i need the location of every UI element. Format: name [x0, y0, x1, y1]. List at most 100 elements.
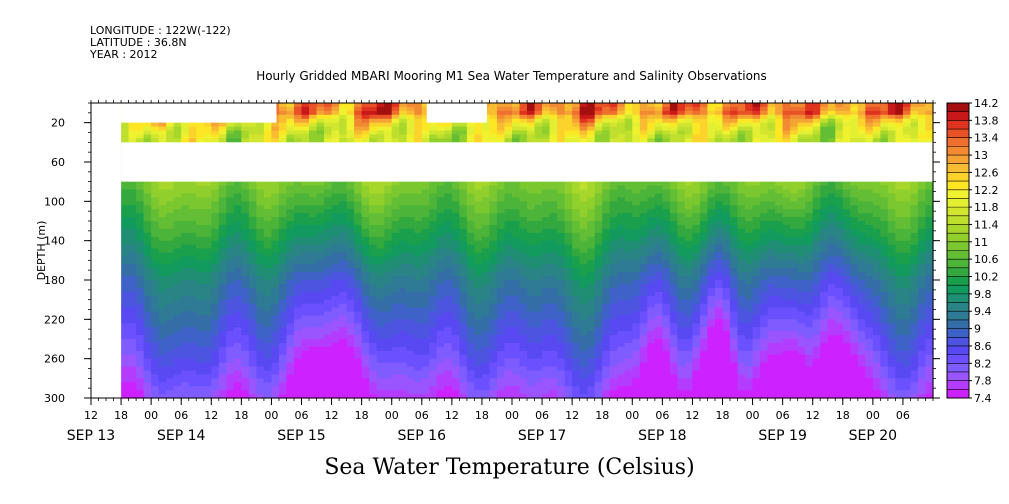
temperature-cell	[188, 323, 197, 328]
temperature-cell	[594, 370, 603, 375]
temperature-cell	[226, 130, 235, 136]
temperature-cell	[512, 342, 521, 348]
temperature-cell	[316, 319, 325, 324]
temperature-cell	[181, 205, 190, 210]
temperature-cell	[301, 256, 310, 261]
temperature-cell	[354, 394, 363, 399]
temperature-cell	[594, 374, 603, 379]
temperature-cell	[121, 185, 130, 191]
temperature-cell	[233, 386, 242, 391]
temperature-cell	[557, 114, 566, 120]
temperature-cell	[391, 394, 400, 399]
temperature-cell	[414, 110, 423, 116]
temperature-cell	[286, 228, 295, 234]
temperature-cell	[496, 110, 506, 116]
temperature-cell	[376, 339, 385, 344]
temperature-cell	[534, 138, 543, 143]
temperature-cell	[151, 339, 160, 344]
temperature-cell	[263, 307, 273, 313]
temperature-cell	[504, 307, 513, 313]
temperature-cell	[256, 130, 265, 136]
temperature-cell	[384, 256, 393, 261]
temperature-cell	[226, 362, 235, 368]
temperature-cell	[316, 189, 325, 195]
temperature-cell	[263, 189, 273, 195]
temperature-cell	[188, 197, 197, 202]
temperature-cell	[166, 276, 175, 281]
temperature-cell	[248, 346, 257, 352]
temperature-cell	[474, 291, 483, 297]
temperature-cell	[579, 319, 588, 324]
temperature-cell	[339, 110, 348, 116]
temperature-cell	[542, 181, 551, 187]
temperature-cell	[248, 232, 257, 238]
temperature-cell	[496, 283, 506, 289]
temperature-cell	[158, 256, 167, 261]
temperature-cell	[293, 354, 303, 360]
temperature-cell	[399, 217, 408, 222]
temperature-cell	[369, 280, 378, 285]
temperature-cell	[173, 252, 182, 257]
temperature-cell	[271, 315, 280, 320]
temperature-cell	[391, 217, 400, 222]
temperature-cell	[339, 319, 348, 324]
temperature-cell	[226, 331, 235, 336]
temperature-cell	[564, 394, 573, 399]
temperature-cell	[151, 370, 160, 375]
temperature-cell	[572, 134, 581, 139]
temperature-cell	[263, 256, 273, 261]
temperature-cell	[128, 280, 137, 285]
temperature-cell	[602, 138, 611, 143]
temperature-cell	[459, 335, 468, 340]
temperature-cell	[421, 224, 430, 230]
temperature-cell	[293, 295, 303, 301]
temperature-cell	[218, 280, 227, 285]
temperature-cell	[519, 264, 528, 269]
temperature-cell	[451, 205, 460, 210]
temperature-cell	[211, 335, 220, 340]
temperature-cell	[211, 181, 220, 187]
temperature-cell	[188, 350, 197, 356]
temperature-cell	[128, 272, 137, 277]
temperature-cell	[218, 197, 227, 202]
temperature-cell	[226, 134, 235, 139]
temperature-cell	[429, 213, 438, 218]
temperature-cell	[489, 185, 498, 191]
temperature-cell	[481, 122, 491, 128]
temperature-cell	[316, 346, 325, 352]
temperature-cell	[466, 193, 476, 198]
temperature-cell	[369, 291, 378, 297]
temperature-cell	[451, 315, 460, 320]
temperature-cell	[496, 122, 506, 128]
temperature-cell	[391, 122, 400, 128]
temperature-cell	[579, 130, 588, 136]
temperature-cell	[534, 134, 543, 139]
temperature-cell	[143, 181, 152, 187]
temperature-cell	[579, 103, 588, 108]
temperature-cell	[361, 106, 370, 112]
temperature-cell	[293, 106, 303, 112]
temperature-cell	[211, 342, 220, 348]
temperature-cell	[444, 390, 453, 395]
temperature-cell	[587, 197, 596, 202]
temperature-cell	[241, 366, 250, 372]
temperature-cell	[278, 110, 288, 116]
temperature-cell	[324, 295, 333, 301]
temperature-cell	[256, 280, 265, 285]
temperature-cell	[248, 126, 257, 132]
temperature-cell	[271, 342, 280, 348]
temperature-cell	[504, 331, 513, 336]
temperature-cell	[248, 224, 257, 230]
temperature-cell	[218, 315, 227, 320]
temperature-cell	[331, 252, 340, 257]
temperature-cell	[399, 327, 408, 332]
temperature-cell	[339, 386, 348, 391]
temperature-cell	[263, 390, 273, 395]
temperature-cell	[309, 232, 318, 238]
temperature-cell	[421, 264, 430, 269]
temperature-cell	[429, 232, 438, 238]
temperature-cell	[211, 224, 220, 230]
temperature-cell	[248, 209, 257, 214]
temperature-cell	[218, 378, 227, 383]
temperature-cell	[173, 240, 182, 246]
